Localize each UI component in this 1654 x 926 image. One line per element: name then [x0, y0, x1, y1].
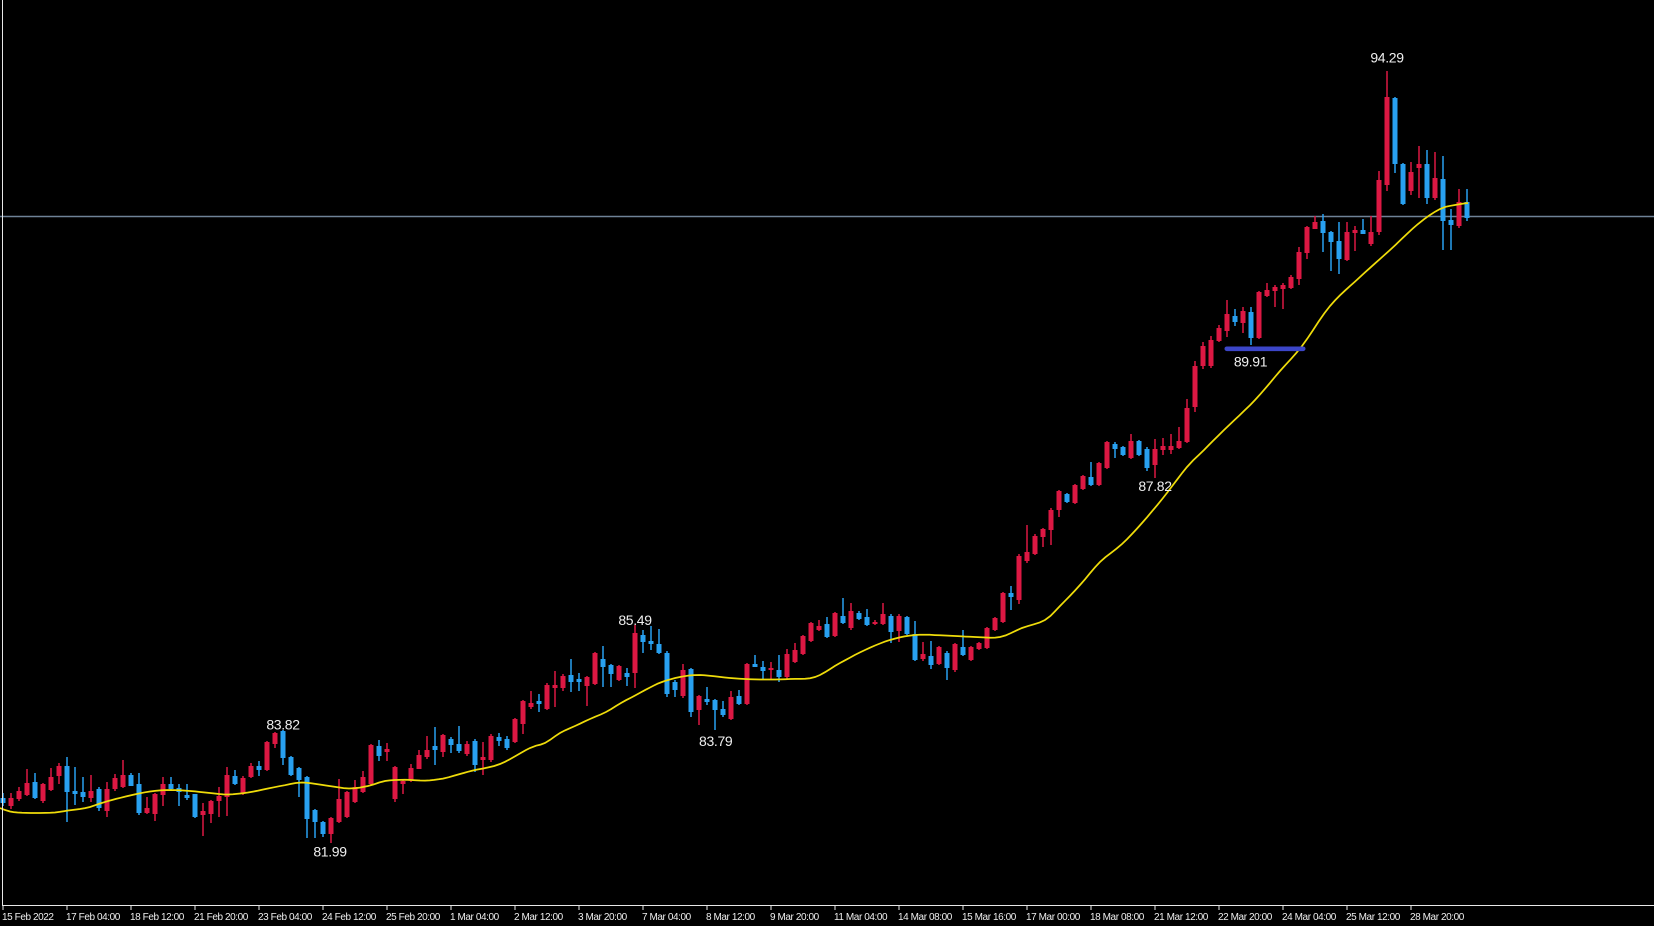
- svg-text:3 Mar 20:00: 3 Mar 20:00: [578, 912, 628, 923]
- svg-text:7 Mar 04:00: 7 Mar 04:00: [642, 912, 692, 923]
- svg-text:18 Feb 12:00: 18 Feb 12:00: [130, 912, 185, 923]
- svg-text:81.99: 81.99: [313, 844, 347, 860]
- svg-text:83.82: 83.82: [266, 717, 300, 733]
- svg-text:83.79: 83.79: [699, 733, 733, 749]
- svg-text:28 Mar 20:00: 28 Mar 20:00: [1410, 912, 1465, 923]
- svg-text:1 Mar 04:00: 1 Mar 04:00: [450, 912, 500, 923]
- svg-text:25 Feb 20:00: 25 Feb 20:00: [386, 912, 441, 923]
- svg-text:15 Mar 16:00: 15 Mar 16:00: [962, 912, 1017, 923]
- svg-text:24 Feb 12:00: 24 Feb 12:00: [322, 912, 377, 923]
- svg-text:18 Mar 08:00: 18 Mar 08:00: [1090, 912, 1145, 923]
- svg-text:9 Mar 20:00: 9 Mar 20:00: [770, 912, 820, 923]
- svg-text:2 Mar 12:00: 2 Mar 12:00: [514, 912, 564, 923]
- svg-text:21 Feb 20:00: 21 Feb 20:00: [194, 912, 249, 923]
- svg-text:8 Mar 12:00: 8 Mar 12:00: [706, 912, 756, 923]
- svg-text:23 Feb 04:00: 23 Feb 04:00: [258, 912, 313, 923]
- svg-text:85.49: 85.49: [618, 612, 652, 628]
- svg-text:15 Feb 2022: 15 Feb 2022: [2, 912, 54, 923]
- svg-text:24 Mar 04:00: 24 Mar 04:00: [1282, 912, 1337, 923]
- svg-text:14 Mar 08:00: 14 Mar 08:00: [898, 912, 953, 923]
- svg-text:11 Mar 04:00: 11 Mar 04:00: [834, 912, 888, 923]
- svg-text:89.91: 89.91: [1234, 354, 1268, 370]
- svg-text:25 Mar 12:00: 25 Mar 12:00: [1346, 912, 1401, 923]
- svg-text:94.29: 94.29: [1370, 50, 1404, 66]
- svg-text:17 Feb 04:00: 17 Feb 04:00: [66, 912, 121, 923]
- svg-text:21 Mar 12:00: 21 Mar 12:00: [1154, 912, 1209, 923]
- svg-text:17 Mar 00:00: 17 Mar 00:00: [1026, 912, 1081, 923]
- svg-text:22 Mar 20:00: 22 Mar 20:00: [1218, 912, 1273, 923]
- svg-text:87.82: 87.82: [1138, 478, 1172, 494]
